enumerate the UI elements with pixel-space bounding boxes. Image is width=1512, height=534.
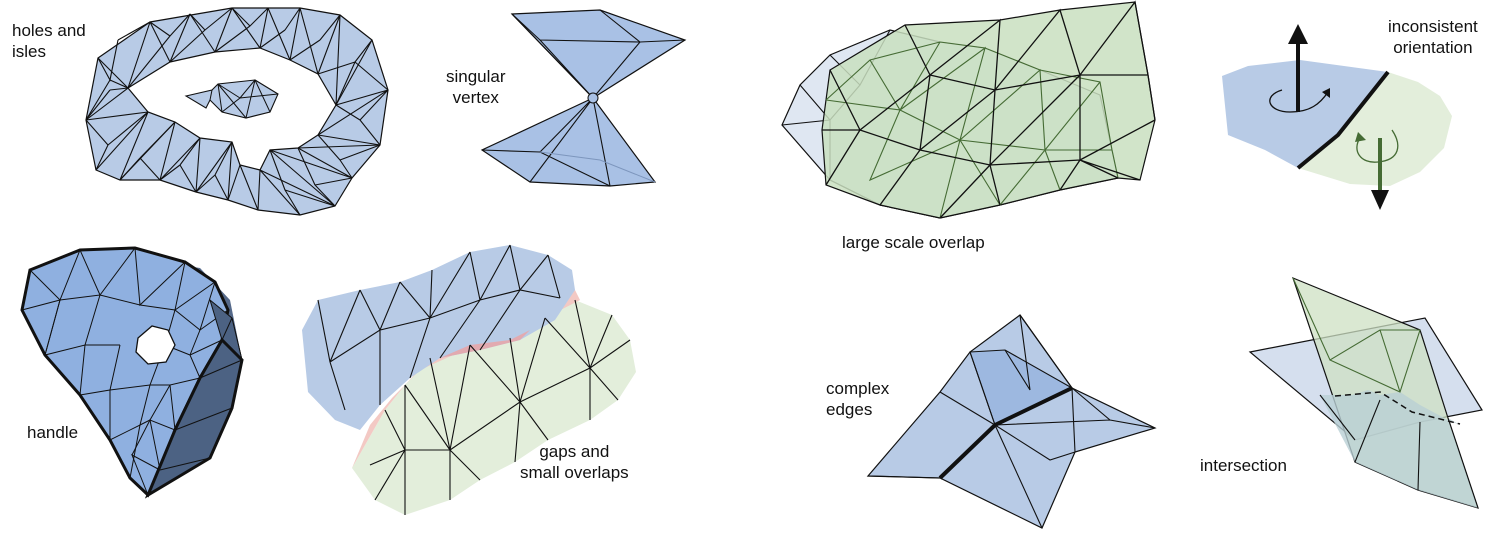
singular-vertex-shape	[480, 9, 687, 187]
handle-torus	[20, 246, 244, 499]
inconsistent-orientation-shape	[1222, 24, 1452, 210]
label-singular-vertex: singular vertex	[446, 67, 506, 107]
label-handle: handle	[27, 423, 79, 442]
label-large-scale-overlap: large scale overlap	[842, 233, 985, 252]
label-intersection: intersection	[1200, 456, 1287, 475]
label-complex-edges: complex edges	[826, 379, 890, 419]
gaps-and-overlaps-mesh	[302, 244, 636, 515]
complex-edges-shape	[866, 314, 1157, 529]
label-gaps-and-small-overlaps: gaps and small overlaps	[520, 442, 629, 482]
label-holes-and-isles: holes and isles	[12, 21, 86, 61]
holes-and-isles-mesh	[85, 7, 389, 216]
large-scale-overlap-mesh	[781, 0, 1156, 219]
intersection-shape	[1248, 276, 1483, 509]
label-inconsistent-orientation: inconsistent orientation	[1388, 17, 1478, 57]
